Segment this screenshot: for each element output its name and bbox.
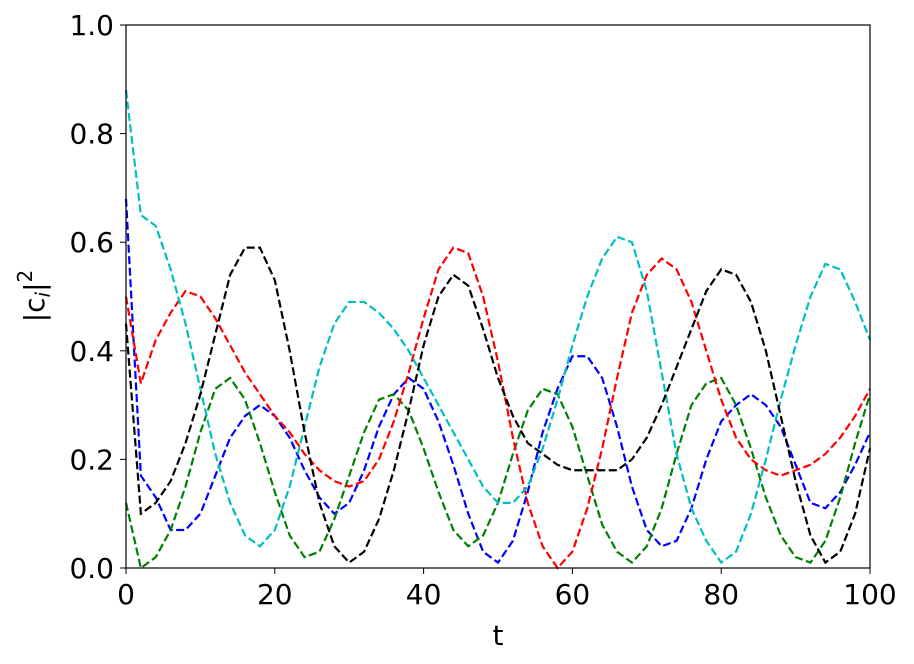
x-tick-label: 60 <box>555 578 591 611</box>
plot-frame <box>125 24 871 569</box>
x-tick-label: 0 <box>117 578 135 611</box>
y-tick-label: 0.2 <box>69 443 114 476</box>
series-line <box>124 90 872 565</box>
y-tick-label: 0.0 <box>69 552 114 585</box>
x-tick-label: 80 <box>703 578 739 611</box>
y-tick-label: 0.8 <box>69 118 114 151</box>
y-label-part: | <box>18 282 51 291</box>
y-label-sup: 2 <box>13 270 37 283</box>
series-line <box>124 376 872 570</box>
y-label-sub: i <box>31 291 55 297</box>
series-line <box>124 246 871 570</box>
y-tick-label: 1.0 <box>69 9 114 42</box>
y-axis-label: |ci|2 <box>13 270 55 323</box>
x-tick-label: 100 <box>843 578 896 611</box>
y-label-part: |c <box>18 297 51 322</box>
y-tick-label: 0.6 <box>69 226 114 259</box>
x-axis-label: t <box>493 619 504 652</box>
series-line <box>124 246 872 565</box>
x-tick-label: 40 <box>406 578 442 611</box>
y-tick-label: 0.4 <box>69 335 114 368</box>
x-tick-label: 20 <box>257 578 293 611</box>
